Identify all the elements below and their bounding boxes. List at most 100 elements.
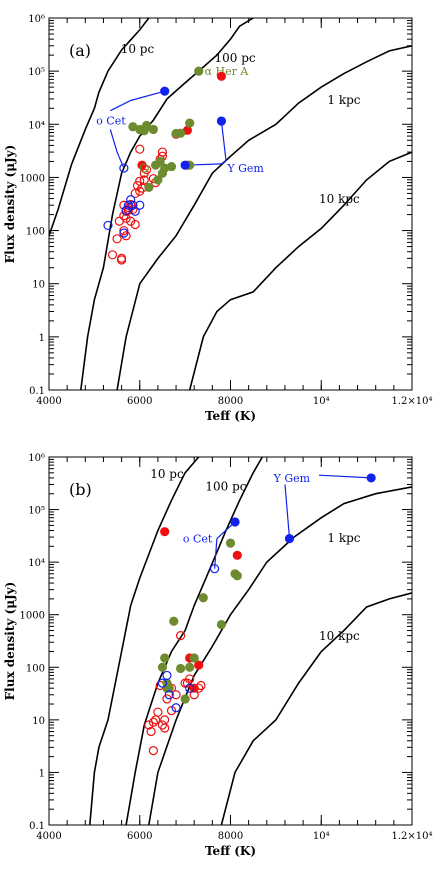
x-tick-label: 10⁴ (313, 396, 330, 407)
data-point (194, 66, 204, 76)
data-point (126, 195, 136, 205)
annotation-line (284, 484, 291, 539)
data-point (141, 165, 152, 175)
x-axis-label: Teff (K) (205, 844, 256, 858)
data-point (144, 720, 154, 730)
y-tick-label: 10 (32, 280, 45, 291)
data-point (232, 550, 242, 560)
data-point (160, 527, 170, 537)
annotation-label: α Her A (205, 65, 250, 78)
y-tick-label: 1000 (20, 611, 45, 622)
y-tick-label: 10⁵ (28, 67, 45, 78)
curve-label: 1 kpc (327, 531, 360, 545)
y-tick-label: 0.1 (29, 386, 45, 397)
data-point (112, 234, 122, 244)
data-point (139, 175, 149, 185)
y-tick-label: 100 (26, 227, 45, 238)
data-point (148, 717, 158, 727)
data-point (119, 163, 129, 173)
distance-curve (89, 457, 200, 825)
data-point (284, 534, 295, 544)
data-point (119, 211, 129, 221)
y-tick-label: 10⁶ (28, 453, 45, 464)
data-point (157, 720, 168, 730)
x-tick-label: 1.2×10⁴ (391, 396, 432, 407)
data-point (160, 86, 170, 96)
data-point (119, 228, 129, 238)
data-point (169, 616, 179, 626)
data-point (225, 538, 236, 548)
data-point (153, 175, 163, 185)
curve-label: 10 pc (150, 467, 184, 481)
data-point (139, 126, 149, 136)
y-tick-label: 100 (26, 663, 45, 674)
data-point (182, 678, 192, 688)
y-tick-label: 10 (32, 716, 45, 727)
distance-curve (188, 151, 412, 390)
y-tick-label: 10⁴ (28, 558, 45, 569)
panel-label: (b) (69, 480, 92, 499)
data-point (230, 517, 240, 527)
x-tick-label: 10⁴ (313, 831, 330, 842)
data-point (210, 564, 220, 574)
data-point (121, 231, 131, 241)
data-point (107, 250, 118, 260)
data-point (194, 660, 204, 670)
data-point (175, 128, 186, 138)
chart-panel-a: 4000 6000 8000 10⁴ 1.2×10⁴ 0.1 1 10 100 1000 10⁴ 10… (3, 14, 433, 423)
annotation-line (110, 90, 165, 112)
curve-label: 10 kpc (319, 629, 360, 643)
data-point (148, 746, 158, 756)
x-tick-label: 4000 (36, 831, 61, 842)
y-tick-label: 1000 (20, 173, 45, 184)
y-tick-label: 10⁶ (28, 14, 45, 25)
data-point (160, 715, 170, 725)
data-point (232, 571, 242, 581)
curve-label: 100 pc (214, 51, 255, 65)
data-point (153, 707, 163, 717)
data-point (128, 200, 138, 210)
data-point (119, 200, 129, 210)
distance-curve (125, 457, 263, 825)
x-tick-label: 8000 (218, 396, 243, 407)
data-point (116, 255, 127, 265)
data-point (180, 694, 190, 704)
y-tick-label: 10⁵ (28, 506, 45, 517)
data-point (164, 690, 174, 700)
y-tick-label: 1 (39, 768, 45, 779)
data-point (185, 662, 195, 672)
panel-label: (a) (69, 41, 91, 60)
annotation-line (214, 538, 218, 569)
annotation-line (109, 129, 125, 169)
x-tick-label: 1.2×10⁴ (391, 831, 432, 842)
y-axis-label: Flux density (μJy) (3, 582, 17, 701)
data-point (151, 715, 161, 725)
data-point (139, 163, 149, 173)
data-point (366, 473, 376, 483)
data-point (162, 670, 172, 681)
distance-curve (116, 45, 412, 390)
data-point (216, 619, 227, 630)
x-tick-label: 4000 (36, 396, 61, 407)
data-point (135, 144, 145, 154)
data-point (189, 690, 199, 700)
curve-label: 10 pc (121, 42, 155, 56)
data-point (198, 593, 208, 603)
y-tick-label: 0.1 (29, 821, 45, 832)
curve-label: 1 kpc (327, 93, 360, 107)
annotation-label: o Cet (96, 114, 126, 127)
annotation-label: Y Gem (226, 162, 264, 175)
curve-label: 100 pc (205, 480, 246, 494)
x-tick-label: 8000 (218, 831, 243, 842)
distance-curve (220, 592, 412, 825)
distance-curve (148, 486, 412, 825)
data-point (130, 219, 140, 230)
annotation-label: Y Gem (273, 472, 311, 485)
annotation-line (220, 121, 227, 165)
curve-label: 10 kpc (319, 192, 360, 206)
data-point (196, 680, 206, 691)
data-point (185, 683, 195, 693)
annotation-line (318, 474, 372, 479)
data-point (155, 156, 165, 167)
